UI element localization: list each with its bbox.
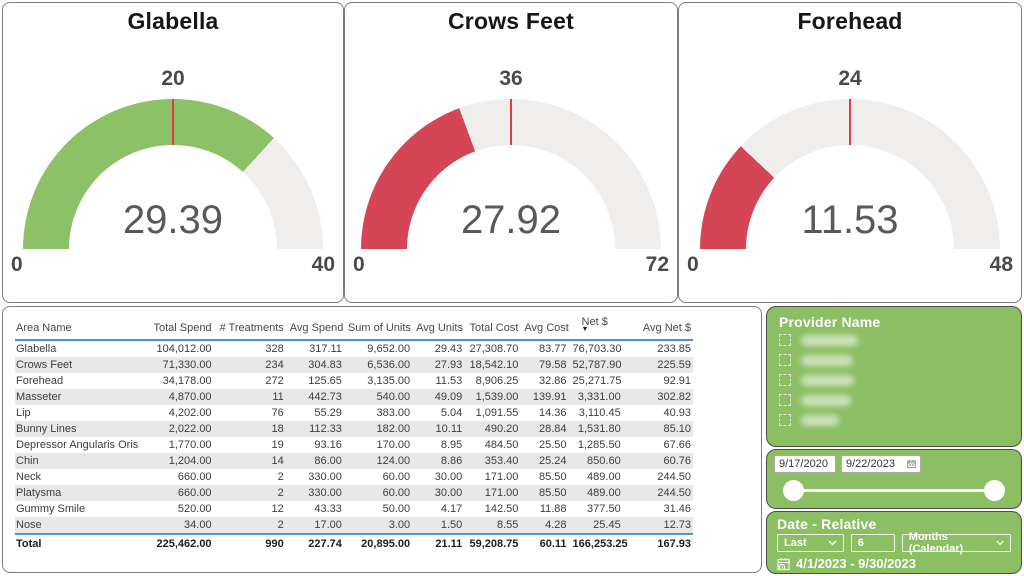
gauge-arc[interactable]	[361, 99, 661, 249]
relative-number-input-box	[850, 534, 895, 552]
provider-checkbox[interactable]	[779, 354, 791, 366]
date-range-slicer	[766, 449, 1022, 509]
sort-desc-icon: ▼	[581, 326, 589, 333]
gauge-minmax: 0 72	[345, 253, 677, 277]
provider-name-redacted	[801, 374, 854, 386]
table-header: Area Name Total Spend # Treatments Avg Spen…	[15, 313, 693, 341]
slider-track[interactable]	[785, 489, 1003, 492]
column-header-net-[interactable]: Net $ ▼	[568, 313, 623, 341]
provider-list	[779, 330, 1009, 430]
gauge-body: 20 29.39 0 40	[3, 35, 343, 297]
gauge-value: 29.39	[122, 198, 224, 242]
provider-name-redacted	[801, 394, 851, 406]
provider-slicer-title: Provider Name	[779, 314, 881, 330]
provider-list-item	[779, 410, 1009, 430]
table-row[interactable]: Bunny Lines 2,022.00 18 112.33 182.00 10.11 49…	[15, 421, 693, 437]
chevron-down-icon	[828, 540, 837, 546]
gauge-card-crows-feet: Crows Feet 36 27.92 0 72	[344, 2, 678, 303]
table-row[interactable]: Masseter 4,870.00 11 442.73 540.00 49.09 1,539…	[15, 389, 693, 405]
gauge-min-label: 0	[353, 253, 365, 276]
gauge-target-label: 36	[499, 67, 523, 90]
provider-list-item	[779, 330, 1009, 350]
provider-checkbox[interactable]	[779, 374, 791, 386]
gauge-title: Crows Feet	[448, 8, 574, 34]
gauge-arc[interactable]	[23, 99, 323, 249]
gauge-card-glabella: Glabella 20 29.39 0 40	[2, 2, 344, 303]
gauge-target-tick	[849, 99, 851, 145]
gauge-max-label: 72	[645, 253, 669, 276]
resolved-date-range: 4/1/2023 - 9/30/2023	[796, 556, 916, 571]
gauge-max-label: 48	[989, 253, 1013, 276]
provider-name-redacted	[801, 334, 858, 346]
gauge-target-label: 24	[838, 67, 862, 90]
gauge-body: 36 27.92 0 72	[345, 35, 677, 297]
column-header--treatments[interactable]: # Treatments	[213, 313, 286, 341]
relative-unit-dropdown[interactable]: Months (Calendar)	[901, 531, 1011, 555]
gauge-target-label: 20	[161, 67, 185, 90]
calendar-clock-icon	[777, 557, 790, 570]
calendar-icon[interactable]	[907, 458, 916, 470]
relative-mode-dropdown[interactable]: Last	[777, 534, 844, 552]
table-row[interactable]: Nose 34.00 2 17.00 3.00 1.50 8.55 4.28 25.45 12.7…	[15, 517, 693, 534]
provider-name-redacted	[801, 414, 839, 426]
relative-number-input[interactable]	[857, 537, 888, 549]
relative-unit-value: Months (Calendar)	[908, 531, 964, 555]
column-header-avg-net-[interactable]: Avg Net $	[622, 313, 693, 341]
gauge-minmax: 0 40	[3, 253, 343, 277]
gauge-body: 24 11.53 0 48	[679, 35, 1021, 297]
column-header-area-name[interactable]: Area Name	[15, 313, 146, 341]
gauge-min-label: 0	[11, 253, 23, 276]
table-row[interactable]: Lip 4,202.00 76 55.29 383.00 5.04 1,091.55 14.3…	[16, 407, 691, 419]
gauge-value: 27.92	[460, 198, 562, 242]
start-date-input[interactable]	[779, 458, 833, 470]
table-row[interactable]: Forehead 34,178.00 272 125.65 3,135.00 11.53 8…	[16, 375, 691, 387]
gauge-title: Glabella	[127, 8, 219, 34]
gauge-min-label: 0	[687, 253, 699, 276]
start-date-box	[774, 455, 836, 473]
date-range-slider	[774, 478, 1014, 504]
gauge-value: 11.53	[801, 198, 899, 242]
table-row[interactable]: Glabella 104,012.00 328 317.11 9,652.00 29.43…	[16, 343, 691, 355]
provider-checkbox[interactable]	[779, 334, 791, 346]
column-header-avg-spend[interactable]: Avg Spend	[285, 313, 344, 341]
provider-list-item	[779, 390, 1009, 410]
gauge-target-tick	[172, 99, 174, 145]
provider-list-item	[779, 370, 1009, 390]
end-date-box	[841, 455, 921, 473]
table-row[interactable]: Crows Feet 71,330.00 234 304.83 6,536.00 27.9…	[15, 357, 693, 373]
table-row[interactable]: Depressor Angularis Oris 1,770.00 19 93.16 1…	[16, 439, 691, 451]
column-header-sum-of-units[interactable]: Sum of Units	[343, 313, 413, 341]
gauge-card-forehead: Forehead 24 11.53 0 48	[678, 2, 1022, 303]
provider-list-item	[779, 350, 1009, 370]
provider-checkbox[interactable]	[779, 394, 791, 406]
relative-mode-value: Last	[784, 537, 807, 549]
column-header-total-spend[interactable]: Total Spend	[145, 313, 214, 341]
end-date-input[interactable]	[846, 458, 904, 470]
table-row[interactable]: Chin 1,204.00 14 86.00 124.00 8.86 353.40 25.24…	[15, 453, 693, 469]
column-header-total-cost[interactable]: Total Cost	[464, 313, 521, 341]
table-row[interactable]: Neck 660.00 2 330.00 60.00 30.00 171.00 85.50 48…	[16, 471, 691, 483]
table-row[interactable]: Platysma 660.00 2 330.00 60.00 30.00 171.00 85.…	[15, 485, 693, 501]
slider-handle-end[interactable]	[984, 480, 1005, 501]
column-header-avg-cost[interactable]: Avg Cost	[520, 313, 569, 341]
chevron-down-icon	[996, 540, 1004, 546]
gauge-max-label: 40	[311, 253, 335, 276]
provider-checkbox[interactable]	[779, 414, 791, 426]
area-summary-table: Area Name Total Spend # Treatments Avg Spen…	[15, 313, 693, 552]
provider-name-slicer: Provider Name	[766, 306, 1022, 447]
area-summary-table-card: Area Name Total Spend # Treatments Avg Spen…	[2, 306, 762, 573]
table-total-row: Total 225,462.00 990 227.74 20,895.00 21.11 59…	[15, 533, 693, 552]
date-relative-title: Date - Relative	[777, 516, 877, 532]
provider-name-redacted	[801, 354, 853, 366]
gauge-minmax: 0 48	[679, 253, 1021, 277]
table-row[interactable]: Gummy Smile 520.00 12 43.33 50.00 4.17 142.50 1…	[16, 503, 691, 515]
column-header-avg-units[interactable]: Avg Units	[412, 313, 465, 341]
gauge-title: Forehead	[797, 8, 903, 34]
slider-handle-start[interactable]	[783, 480, 804, 501]
date-relative-slicer: Date - Relative Last Months (Calendar)	[766, 511, 1022, 574]
gauge-target-tick	[510, 99, 512, 145]
